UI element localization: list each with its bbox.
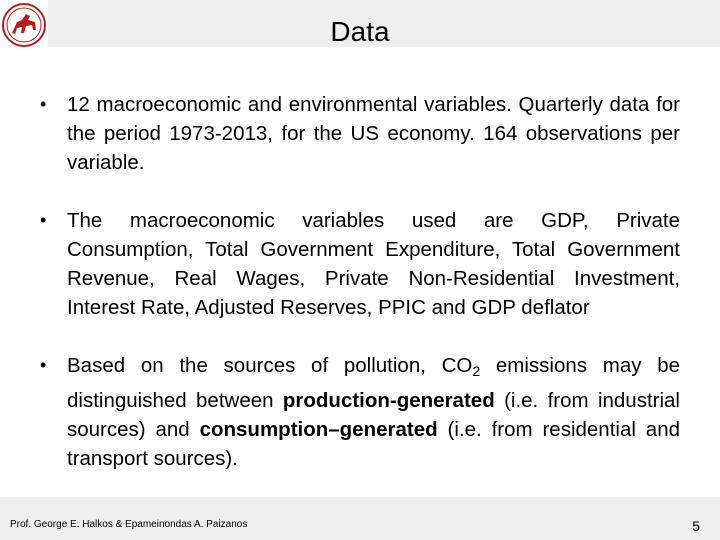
bullet-list: • 12 macroeconomic and environmental var… (40, 90, 680, 502)
bold-term: production-generated (282, 389, 495, 412)
bullet-dot: • (40, 94, 47, 114)
bullet-dot: • (40, 210, 47, 230)
footer-band (0, 497, 720, 540)
page-number: 5 (692, 518, 700, 534)
bullet-item: • Based on the sources of pollution, CO2… (40, 351, 680, 473)
bullet-dot: • (40, 355, 47, 375)
bullet-text-part: (i.e. from residential and transport sou… (67, 418, 680, 470)
header-band (48, 0, 720, 47)
bullet-text-part: emissions may be distinguished between (67, 354, 680, 412)
footer-authors: Prof. George E. Halkos & Epameinondas A.… (10, 519, 248, 530)
slide-title: Data (330, 16, 390, 47)
bullet-text: The macroeconomic variables used are GDP… (67, 209, 680, 319)
bullet-text: 12 macroeconomic and environmental varia… (67, 93, 680, 174)
subscript: 2 (472, 363, 481, 379)
bold-term: consumption–generated (199, 418, 438, 441)
bullet-item: • The macroeconomic variables used are G… (40, 206, 680, 322)
university-logo-icon (0, 0, 48, 50)
bullet-text-part: Based on the sources of pollution, CO (67, 354, 473, 377)
bullet-item: • 12 macroeconomic and environmental var… (40, 90, 680, 177)
bullet-text-part: (i.e. from industrial sources) and (67, 389, 680, 441)
